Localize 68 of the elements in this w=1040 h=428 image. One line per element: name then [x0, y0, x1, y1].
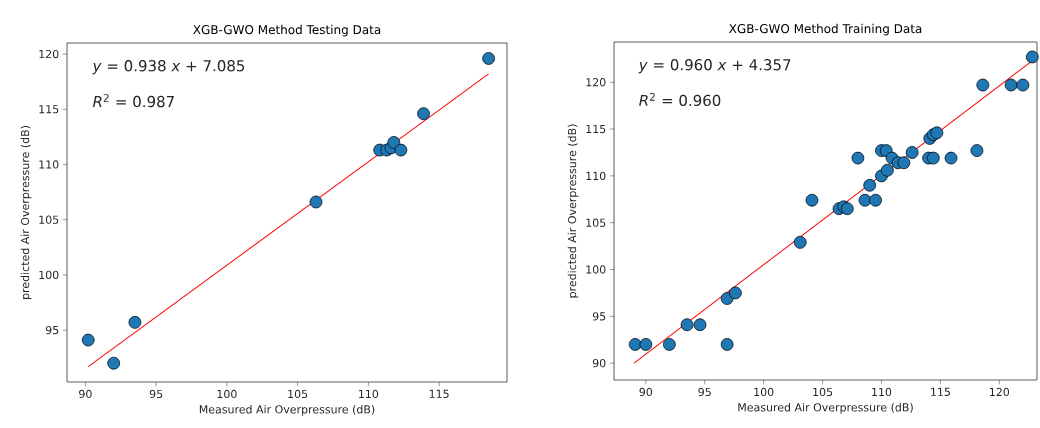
point [663, 338, 676, 351]
y-tick-label: 120 [586, 78, 606, 87]
y-tick-label: 105 [39, 215, 59, 224]
y-tick-label: 100 [586, 265, 606, 274]
point [1004, 78, 1018, 92]
annotation: R$^{2}$ = 0.987 [92, 93, 174, 108]
annotation: y = 0.938 x + 7.085 [92, 60, 245, 75]
point [107, 356, 121, 370]
point [482, 52, 495, 65]
point [639, 338, 653, 351]
point [309, 195, 323, 209]
point [1016, 78, 1030, 92]
y-tick-label: 100 [39, 270, 59, 280]
point [905, 146, 919, 159]
chart-title: XGB-GWO Method Training Data [729, 23, 922, 36]
point [926, 151, 940, 165]
y-tick-label: 110 [39, 160, 59, 169]
y-tick-label: 95 [592, 312, 606, 321]
y-tick-label: 120 [39, 49, 59, 59]
x-tick-label: 90 [639, 387, 653, 397]
x-tick-label: 110 [872, 387, 892, 397]
point [729, 286, 742, 300]
point [417, 107, 430, 121]
point [930, 126, 944, 140]
y-tick-label: 110 [586, 171, 606, 181]
chart-title: XGB-GWO Method Testing Data [193, 24, 381, 37]
y-tick-label: 115 [586, 124, 606, 134]
point [881, 163, 894, 177]
annotation: y = 0.960 x + 4.357 [638, 59, 791, 74]
y-tick-label: 105 [586, 218, 606, 227]
x-tick-label: 110 [359, 389, 379, 399]
x-tick-label: 105 [813, 387, 833, 397]
x-tick-label: 90 [79, 389, 92, 399]
y-tick-label: 115 [39, 105, 59, 114]
x-tick-label: 115 [931, 387, 950, 396]
point [863, 178, 877, 192]
annotation: R$^{2}$ = 0.960 [639, 92, 721, 107]
point [793, 236, 807, 249]
x-tick-label: 100 [754, 387, 774, 397]
point [805, 193, 819, 207]
point [720, 292, 734, 305]
point [394, 143, 408, 157]
y-axis-title: predicted Air Overpressure (dB) [567, 124, 579, 298]
point [970, 144, 984, 157]
x-tick-label: 95 [698, 387, 711, 397]
x-axis-title: Measured Air Overpressure (dB) [738, 402, 913, 414]
point [869, 193, 882, 207]
point [81, 333, 95, 347]
point [693, 318, 707, 332]
point [387, 136, 401, 149]
y-tick-label: 95 [45, 325, 59, 335]
point [944, 151, 958, 165]
x-axis-title: Measured Air Overpressure (dB) [199, 404, 375, 416]
point [628, 338, 642, 351]
point [976, 78, 990, 92]
point [851, 151, 865, 165]
x-tick-label: 105 [288, 389, 308, 399]
point [858, 193, 872, 207]
point [720, 338, 734, 351]
point [897, 156, 911, 170]
point [128, 316, 142, 329]
x-tick-label: 120 [990, 387, 1010, 397]
x-tick-label: 115 [429, 389, 449, 398]
y-tick-label: 90 [592, 359, 606, 368]
x-tick-label: 95 [149, 389, 163, 399]
x-tick-label: 100 [217, 389, 237, 399]
point [680, 318, 694, 332]
y-axis-title: predicted Air Overpressure (dB) [20, 126, 32, 299]
